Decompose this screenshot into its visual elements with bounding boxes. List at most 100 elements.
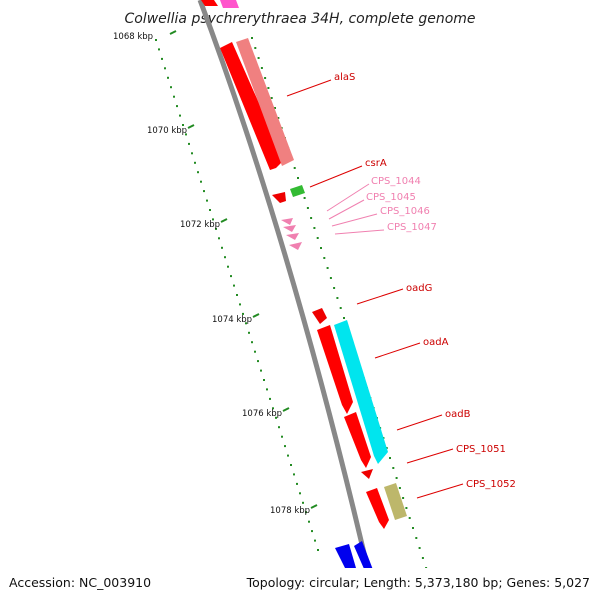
gc-track-dot: [287, 454, 289, 457]
gene-CPS_1047[interactable]: [289, 242, 302, 250]
gene-alaS-match[interactable]: [236, 38, 294, 166]
inner-track-dot: [408, 517, 411, 519]
label-oadB[interactable]: oadB: [445, 409, 471, 420]
gc-track-dot: [308, 520, 310, 523]
inner-track-dot: [402, 497, 405, 499]
gc-content-track: [155, 39, 319, 551]
kbp-tick-1076: [282, 407, 290, 412]
inner-track-dot: [336, 297, 339, 299]
gc-track-dot: [200, 180, 202, 183]
label-alaS[interactable]: alaS: [334, 72, 355, 83]
inner-track-dot: [405, 507, 408, 509]
inner-track-dot: [257, 57, 260, 59]
label-CPS_1045[interactable]: CPS_1045: [366, 192, 416, 203]
gc-track-dot: [236, 294, 238, 296]
kbp-tick-1068: [169, 30, 177, 35]
label-CPS_1047[interactable]: CPS_1047: [387, 222, 437, 233]
inner-track-dot: [392, 467, 395, 469]
inner-track-dot: [326, 267, 329, 269]
gene-labels: alaS csrA CPS_1044 CPS_1045 CPS_1046 CPS…: [286, 72, 516, 499]
kbp-label-1072: 1072 kbp: [180, 220, 220, 230]
gc-track-dot: [203, 190, 205, 193]
gc-track-dot: [158, 48, 160, 51]
gene-CPS_1052[interactable]: [366, 488, 389, 529]
gc-track-dot: [233, 284, 235, 287]
gc-track-dot: [194, 161, 196, 164]
gc-track-dot: [248, 331, 250, 334]
footer-bar: [0, 568, 600, 600]
gc-track-dot: [239, 303, 241, 306]
gene-csrA[interactable]: [272, 192, 286, 203]
label-CPS_1052[interactable]: CPS_1052: [466, 479, 516, 490]
inner-track-dot: [389, 457, 391, 459]
label-CPS_1051[interactable]: CPS_1051: [456, 444, 506, 455]
label-CPS_1046[interactable]: CPS_1046: [380, 206, 430, 217]
gene-CPS_1046[interactable]: [286, 233, 299, 240]
gc-track-dot: [224, 256, 226, 259]
inner-track-dot: [398, 487, 401, 489]
gc-track-dot: [299, 492, 301, 495]
gc-track-dot: [260, 369, 262, 372]
inner-track-dot: [270, 97, 273, 99]
gc-track-dot: [230, 275, 232, 278]
gene-oadB[interactable]: [344, 412, 371, 468]
gc-track-dot: [272, 407, 274, 410]
gc-track-dot: [167, 76, 169, 79]
inner-track-dot: [267, 87, 270, 89]
inner-track-dot: [293, 167, 296, 169]
gc-track-dot: [251, 341, 253, 344]
gc-track-dot: [281, 435, 283, 438]
gc-track-dot: [155, 39, 157, 41]
gc-track-dot: [314, 539, 316, 542]
gene-oadG[interactable]: [312, 308, 327, 324]
gc-track-dot: [257, 360, 259, 363]
gc-track-dot: [227, 265, 229, 268]
label-oadG[interactable]: oadG: [406, 283, 432, 294]
kbp-tick-1072: [220, 218, 228, 223]
gc-track-dot: [242, 312, 244, 315]
gc-track-dot: [263, 379, 265, 381]
inner-track-dot: [339, 307, 342, 309]
gene-CPS_1045[interactable]: [283, 225, 296, 232]
gc-track-dot: [296, 482, 298, 485]
gc-track-dot: [164, 67, 166, 70]
gene-alaS[interactable]: [220, 42, 284, 170]
genome-backbone: [197, 0, 378, 600]
inner-track-dot: [421, 557, 424, 559]
inner-track-dot: [333, 287, 336, 289]
gene-CPS_1052-match[interactable]: [384, 483, 407, 520]
gc-track-dot: [284, 445, 286, 448]
gene-oadA-match[interactable]: [334, 320, 388, 464]
map-title: Colwellia psychrerythraea 34H, complete …: [124, 11, 475, 27]
gene-CPS_1051[interactable]: [361, 469, 373, 479]
inner-track-dot: [323, 257, 326, 259]
gene-CPS_1044[interactable]: [281, 218, 293, 225]
inner-track-dot: [260, 67, 263, 69]
label-csrA[interactable]: csrA: [365, 158, 387, 169]
inner-track-dot: [264, 77, 267, 79]
gc-track-dot: [179, 114, 181, 117]
gene-top-red[interactable]: [201, 0, 218, 6]
kbp-tick-1070: [187, 124, 195, 129]
kbp-label-1078: 1078 kbp: [270, 506, 310, 516]
inner-track-dot: [254, 47, 257, 49]
inner-track-dot: [395, 477, 398, 479]
label-oadA[interactable]: oadA: [423, 337, 449, 348]
gene-features: [201, 0, 407, 578]
gene-oadA[interactable]: [317, 325, 353, 414]
gene-csrA-match[interactable]: [290, 185, 305, 197]
gc-track-dot: [170, 86, 172, 89]
inner-track-dot: [251, 37, 253, 39]
label-CPS_1044[interactable]: CPS_1044: [371, 176, 421, 187]
inner-track-dot: [320, 247, 322, 249]
gc-track-dot: [188, 142, 190, 145]
gc-track-dot: [212, 218, 214, 221]
gene-top-pink[interactable]: [220, 0, 239, 8]
gc-track-dot: [245, 322, 247, 325]
gc-track-dot: [191, 152, 193, 155]
inner-track-dot: [310, 217, 313, 219]
genome-summary-text: Topology: circular; Length: 5,373,180 bp…: [246, 575, 590, 590]
gc-track-dot: [305, 511, 307, 514]
gc-track-dot: [209, 209, 211, 211]
inner-track-dot: [343, 317, 345, 319]
